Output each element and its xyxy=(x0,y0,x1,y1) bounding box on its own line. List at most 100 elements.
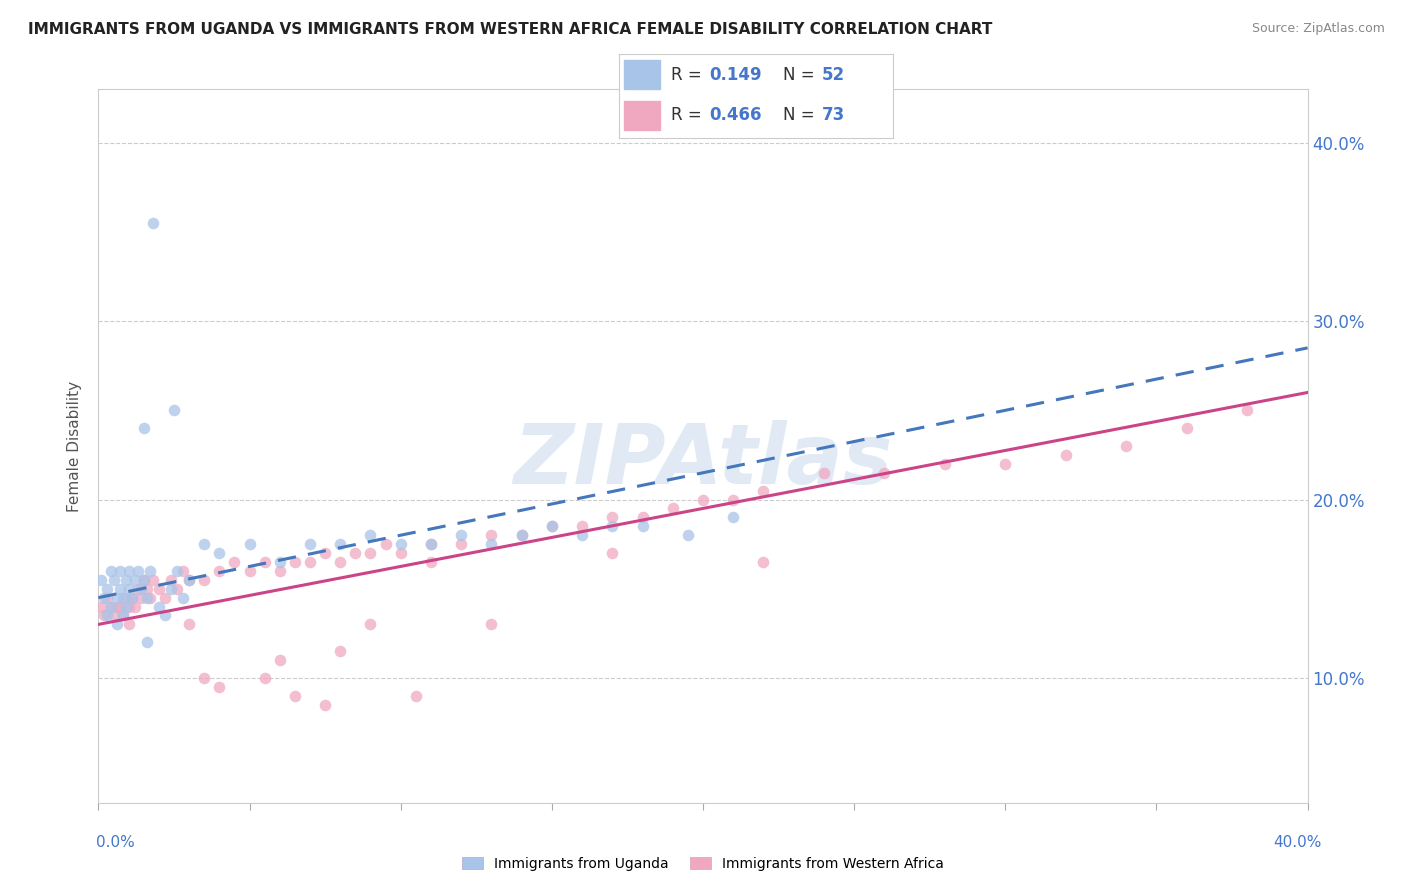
Point xyxy=(132,421,155,435)
Point xyxy=(111,591,134,605)
Point xyxy=(253,555,276,569)
Point xyxy=(602,510,624,524)
Point xyxy=(360,617,382,632)
Point xyxy=(360,528,382,542)
Point xyxy=(934,457,956,471)
Point xyxy=(389,546,412,560)
Point xyxy=(132,573,155,587)
Point xyxy=(540,519,562,533)
Text: R =: R = xyxy=(671,66,707,84)
Point xyxy=(103,573,125,587)
Point xyxy=(269,555,291,569)
Point xyxy=(692,492,714,507)
Point xyxy=(602,519,624,533)
Point xyxy=(752,555,775,569)
Point xyxy=(129,582,152,596)
Point xyxy=(139,591,162,605)
Point xyxy=(314,546,336,560)
Point xyxy=(105,617,128,632)
Text: 0.149: 0.149 xyxy=(709,66,762,84)
Point xyxy=(135,635,157,649)
Point xyxy=(510,528,533,542)
Point xyxy=(239,564,262,578)
Point xyxy=(100,564,122,578)
Point xyxy=(172,564,194,578)
Point xyxy=(166,582,188,596)
Point xyxy=(96,608,118,623)
Point xyxy=(90,599,112,614)
Point xyxy=(108,599,131,614)
Text: Source: ZipAtlas.com: Source: ZipAtlas.com xyxy=(1251,22,1385,36)
Point xyxy=(193,537,215,551)
Point xyxy=(284,555,307,569)
Point xyxy=(284,689,307,703)
Point xyxy=(329,555,352,569)
Point xyxy=(661,501,683,516)
Point xyxy=(148,599,170,614)
Point xyxy=(994,457,1017,471)
Point xyxy=(121,591,143,605)
Point xyxy=(253,671,276,685)
Point xyxy=(420,555,443,569)
Point xyxy=(96,582,118,596)
Point xyxy=(114,573,136,587)
Point xyxy=(481,617,503,632)
Point xyxy=(1175,421,1198,435)
Point xyxy=(269,564,291,578)
Point xyxy=(344,546,367,560)
Point xyxy=(160,573,183,587)
Point xyxy=(329,644,352,658)
Point xyxy=(118,582,141,596)
Point xyxy=(1054,448,1077,462)
Point xyxy=(329,537,352,551)
Point xyxy=(405,689,427,703)
Text: 52: 52 xyxy=(821,66,845,84)
Point xyxy=(124,599,146,614)
Point xyxy=(103,608,125,623)
Text: IMMIGRANTS FROM UGANDA VS IMMIGRANTS FROM WESTERN AFRICA FEMALE DISABILITY CORRE: IMMIGRANTS FROM UGANDA VS IMMIGRANTS FRO… xyxy=(28,22,993,37)
Point xyxy=(166,564,188,578)
Point xyxy=(374,537,396,551)
Point xyxy=(114,591,136,605)
Point xyxy=(813,466,835,480)
Point xyxy=(132,573,155,587)
Point xyxy=(540,519,562,533)
Bar xyxy=(624,61,659,89)
Point xyxy=(93,608,115,623)
Point xyxy=(179,573,201,587)
Point xyxy=(153,608,176,623)
Point xyxy=(121,591,143,605)
Point xyxy=(299,555,322,569)
Point xyxy=(239,537,262,551)
Legend: Immigrants from Uganda, Immigrants from Western Africa: Immigrants from Uganda, Immigrants from … xyxy=(457,851,949,876)
Point xyxy=(723,510,745,524)
Point xyxy=(163,403,186,417)
Point xyxy=(571,528,593,542)
Point xyxy=(193,573,215,587)
Point xyxy=(420,537,443,551)
Point xyxy=(127,564,149,578)
Point xyxy=(129,591,152,605)
Point xyxy=(111,608,134,623)
Point xyxy=(602,546,624,560)
Point xyxy=(142,573,165,587)
Point xyxy=(481,537,503,551)
Point xyxy=(96,591,118,605)
Point xyxy=(160,582,183,596)
Point xyxy=(676,528,699,542)
Point xyxy=(93,591,115,605)
Point xyxy=(873,466,896,480)
Point xyxy=(208,680,231,694)
Text: R =: R = xyxy=(671,106,707,124)
Point xyxy=(360,546,382,560)
Point xyxy=(269,653,291,667)
Point xyxy=(100,599,122,614)
Point xyxy=(208,564,231,578)
Text: N =: N = xyxy=(783,106,820,124)
Point xyxy=(135,591,157,605)
Point xyxy=(450,528,472,542)
Text: N =: N = xyxy=(783,66,820,84)
Point xyxy=(108,582,131,596)
Point xyxy=(1236,403,1258,417)
Point xyxy=(135,582,157,596)
